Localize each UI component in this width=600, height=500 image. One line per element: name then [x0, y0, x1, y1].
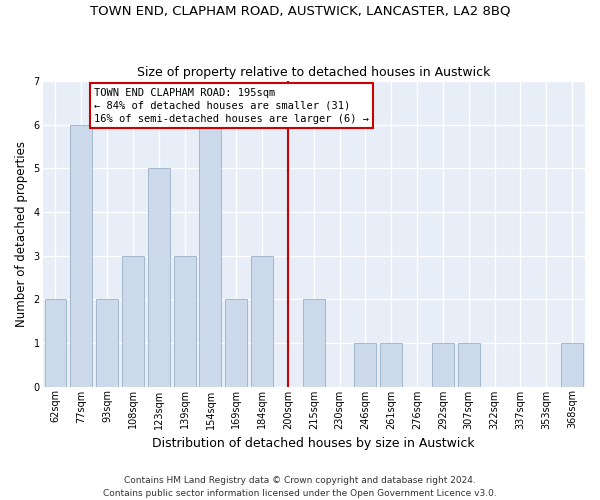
Bar: [458, 343, 480, 386]
Bar: [122, 256, 144, 386]
Bar: [148, 168, 170, 386]
Text: TOWN END CLAPHAM ROAD: 195sqm
← 84% of detached houses are smaller (31)
16% of s: TOWN END CLAPHAM ROAD: 195sqm ← 84% of d…: [94, 88, 369, 124]
Bar: [226, 299, 247, 386]
Bar: [251, 256, 273, 386]
Title: Size of property relative to detached houses in Austwick: Size of property relative to detached ho…: [137, 66, 490, 78]
Bar: [355, 343, 376, 386]
Text: TOWN END, CLAPHAM ROAD, AUSTWICK, LANCASTER, LA2 8BQ: TOWN END, CLAPHAM ROAD, AUSTWICK, LANCAS…: [90, 5, 510, 18]
Y-axis label: Number of detached properties: Number of detached properties: [15, 141, 28, 327]
Bar: [44, 299, 67, 386]
X-axis label: Distribution of detached houses by size in Austwick: Distribution of detached houses by size …: [152, 437, 475, 450]
Bar: [432, 343, 454, 386]
Bar: [303, 299, 325, 386]
Bar: [173, 256, 196, 386]
Bar: [199, 124, 221, 386]
Bar: [380, 343, 402, 386]
Text: Contains HM Land Registry data © Crown copyright and database right 2024.
Contai: Contains HM Land Registry data © Crown c…: [103, 476, 497, 498]
Bar: [96, 299, 118, 386]
Bar: [70, 124, 92, 386]
Bar: [561, 343, 583, 386]
